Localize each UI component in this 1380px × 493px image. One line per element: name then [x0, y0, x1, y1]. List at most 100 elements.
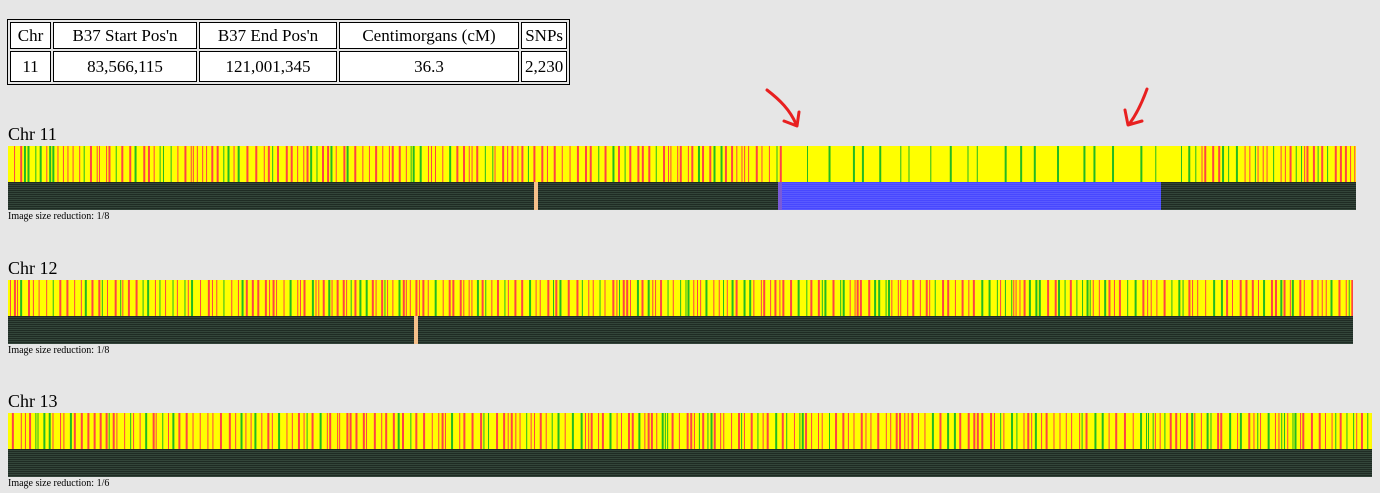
snp-stripe — [1257, 146, 1259, 182]
snp-stripe — [1155, 146, 1157, 182]
snp-stripe — [1228, 146, 1230, 182]
snp-stripe — [811, 413, 813, 449]
snp-stripe — [861, 146, 864, 182]
snp-stripe — [388, 146, 390, 182]
snp-stripe — [200, 280, 202, 316]
snp-stripe — [527, 146, 529, 182]
snp-stripe — [589, 146, 592, 182]
snp-stripe — [723, 413, 725, 449]
snp-stripe — [514, 280, 517, 316]
snp-stripe — [842, 413, 845, 449]
snp-stripe — [1278, 413, 1280, 449]
snp-stripe — [285, 146, 288, 182]
snp-stripe — [480, 413, 483, 449]
snp-stripe — [564, 413, 566, 449]
snp-stripe — [874, 280, 877, 316]
snp-stripe — [80, 413, 83, 449]
snp-stripe — [1171, 280, 1173, 316]
snp-stripe — [818, 413, 820, 449]
snp-stripe — [89, 146, 92, 182]
snp-stripe — [410, 146, 412, 182]
snp-stripe — [576, 146, 579, 182]
snp-stripe — [996, 280, 998, 316]
segment-table: Chr B37 Start Pos'n B37 End Pos'n Centim… — [7, 19, 571, 85]
snp-stripe — [748, 146, 750, 182]
chromosome-title: Chr 12 — [8, 258, 58, 278]
snp-stripe — [1330, 280, 1333, 316]
snp-stripe — [392, 280, 394, 316]
snp-stripe — [680, 280, 682, 316]
snp-stripe — [824, 280, 827, 316]
snp-stripe — [1163, 280, 1166, 316]
snp-stripe — [1324, 413, 1326, 449]
snp-stripe — [108, 146, 111, 182]
snp-stripe — [190, 146, 192, 182]
header-snps: SNPs — [521, 22, 568, 49]
snp-stripe — [1212, 146, 1215, 182]
snp-stripe — [38, 280, 40, 316]
snp-stripe — [96, 146, 98, 182]
snp-stripe — [410, 413, 412, 449]
snp-stripe — [427, 280, 429, 316]
snp-stripe — [667, 280, 669, 316]
snp-stripe — [736, 146, 738, 182]
snp-stripe — [237, 146, 240, 182]
match-track-line — [8, 317, 1353, 318]
snp-stripe — [240, 413, 243, 449]
snp-stripe — [223, 146, 225, 182]
snp-stripe — [330, 146, 333, 182]
snp-stripe — [1222, 146, 1225, 182]
snp-stripe — [879, 146, 882, 182]
snp-stripe — [1113, 280, 1115, 316]
snp-stripe — [519, 413, 521, 449]
snp-stripe — [835, 413, 838, 449]
snp-stripe — [885, 413, 887, 449]
snp-stripe — [612, 280, 615, 316]
snp-stripe — [492, 146, 494, 182]
snp-stripe — [685, 280, 687, 316]
snp-stripe — [939, 413, 942, 449]
snp-stripe — [693, 413, 695, 449]
snp-stripe — [211, 146, 214, 182]
snp-stripe — [212, 413, 214, 449]
chromosome-browser-bar — [8, 146, 1356, 210]
snp-stripe — [1217, 413, 1220, 449]
snp-stripe — [854, 280, 856, 316]
snp-stripe — [908, 146, 910, 182]
snp-stripe — [216, 280, 218, 316]
snp-stripe — [1206, 413, 1209, 449]
matching-segment-line — [778, 197, 1161, 198]
snp-stripe — [1023, 280, 1026, 316]
match-track-line — [8, 185, 1356, 186]
snp-stripe — [750, 413, 753, 449]
snp-stripe — [354, 280, 357, 316]
chromosome-browser-bar — [8, 413, 1372, 477]
snp-stripe — [1229, 413, 1232, 449]
snp-stripe — [257, 280, 260, 316]
snp-stripe — [326, 413, 328, 449]
snp-stripe — [1041, 413, 1043, 449]
snp-stripe — [1045, 413, 1048, 449]
snp-stripe — [1152, 413, 1154, 449]
snp-stripe — [1312, 146, 1315, 182]
snp-stripe — [723, 280, 725, 316]
snp-stripe — [601, 413, 604, 449]
snp-stripe — [961, 280, 964, 316]
snp-stripe — [1291, 280, 1294, 316]
snp-stripe — [349, 413, 352, 449]
match-track-line — [8, 458, 1372, 459]
snp-stripe — [101, 280, 103, 316]
snp-stripe — [322, 280, 325, 316]
snp-stripe — [484, 146, 486, 182]
snp-stripe — [1310, 413, 1313, 449]
snp-stripe — [895, 413, 898, 449]
snp-stripe — [29, 413, 32, 449]
snp-stripe — [303, 280, 306, 316]
snp-stripe — [327, 146, 330, 182]
snp-stripe — [1274, 280, 1277, 316]
snp-stripe — [290, 146, 293, 182]
match-track-line — [8, 331, 1353, 332]
match-track-line — [8, 454, 1372, 455]
snp-stripe — [629, 146, 632, 182]
snp-stripe — [828, 413, 830, 449]
